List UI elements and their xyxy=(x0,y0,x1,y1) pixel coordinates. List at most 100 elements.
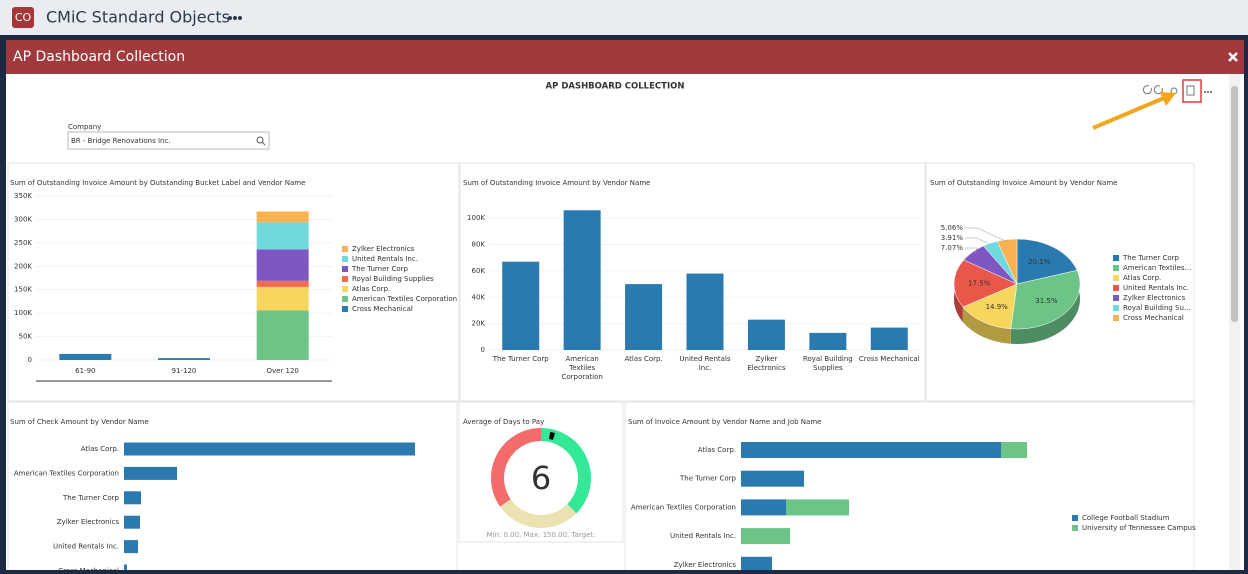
legend-swatch xyxy=(1113,295,1119,301)
bar-segment xyxy=(741,528,790,545)
bar-segment xyxy=(256,280,309,287)
modal-title: AP Dashboard Collection xyxy=(13,49,185,65)
x-tick-label: Over 120 xyxy=(266,367,298,375)
close-button[interactable] xyxy=(1228,52,1238,62)
slice-label: 3.91% xyxy=(941,234,964,242)
legend-swatch xyxy=(1113,265,1119,271)
bar-segment xyxy=(1001,442,1027,458)
chart-title: Sum of Invoice Amount by Vendor Name and… xyxy=(628,418,821,426)
y-tick-label: Cross Mechanical xyxy=(58,567,119,574)
y-tick-label: 20K xyxy=(472,320,486,328)
bar xyxy=(870,327,908,350)
bar-segment xyxy=(741,442,1001,458)
app-bar xyxy=(0,0,1248,35)
legend-swatch xyxy=(342,306,348,312)
pie-slice xyxy=(996,238,1018,285)
legend-label: United Rentals Inc. xyxy=(352,255,418,263)
bar xyxy=(625,284,663,350)
bar xyxy=(124,442,415,456)
bar-segment xyxy=(741,556,772,570)
y-tick-label: United Rentals Inc. xyxy=(53,543,119,551)
legend-label: The Turner Corp xyxy=(1122,254,1180,262)
legend-swatch xyxy=(342,266,348,272)
scroll-thumb[interactable] xyxy=(1231,86,1238,322)
pie-slice xyxy=(1016,238,1078,285)
bar-segment xyxy=(741,470,804,487)
legend-swatch xyxy=(1072,515,1078,521)
slice-label: 5.06% xyxy=(941,224,964,232)
legend-swatch xyxy=(1113,275,1119,281)
gauge-footer: Min: 0.00, Max: 150.00, Target: xyxy=(486,531,595,539)
legend-label: Cross Mechanical xyxy=(352,305,413,313)
bar xyxy=(686,273,724,350)
legend-swatch xyxy=(342,256,348,262)
dashboard-title: AP DASHBOARD COLLECTION xyxy=(546,82,685,92)
chart-title: Sum of Outstanding Invoice Amount by Ven… xyxy=(930,179,1117,187)
bar-segment xyxy=(158,358,210,360)
legend-label: United Rentals Inc. xyxy=(1123,284,1189,292)
pie-side xyxy=(1010,270,1081,344)
y-tick-label: American Textiles Corporation xyxy=(14,469,119,477)
slice-label: 20.1% xyxy=(1028,258,1051,266)
x-tick-label-box: Atlas Corp. xyxy=(624,355,662,363)
search-icon[interactable] xyxy=(256,136,266,146)
y-tick-label: 0 xyxy=(28,356,32,364)
pointer-arrow xyxy=(1092,92,1176,130)
legend-swatch xyxy=(1113,255,1119,261)
legend-swatch xyxy=(1072,525,1078,531)
gauge-value: 6 xyxy=(531,459,551,497)
filter-input[interactable] xyxy=(67,131,270,150)
x-tick-label-box: American Textiles Corporation xyxy=(561,355,602,381)
bar-segment xyxy=(256,249,309,281)
y-tick-label: Atlas Corp. xyxy=(698,446,736,454)
slice-label: 7.07% xyxy=(941,244,964,252)
leader-line xyxy=(965,237,992,246)
legend-label: Zylker Electronics xyxy=(352,245,415,253)
x-tick-label-box: United Rentals Inc. xyxy=(679,355,730,372)
dashboard: AP DASHBOARD COLLECTION Company BR - Bri… xyxy=(7,79,1213,574)
app-badge-text: CO xyxy=(15,11,32,24)
legend-swatch xyxy=(1113,305,1119,311)
pie-slice xyxy=(953,259,1018,308)
x-tick-label: 61-90 xyxy=(75,367,95,375)
bar xyxy=(563,210,601,350)
bar xyxy=(124,466,177,480)
x-tick-label: 91-120 xyxy=(172,367,197,375)
bar xyxy=(502,261,540,350)
y-tick-label: 100K xyxy=(467,214,485,222)
y-tick-label: The Turner Corp xyxy=(679,475,737,483)
legend-swatch xyxy=(342,246,348,252)
legend-swatch xyxy=(342,276,348,282)
x-tick-label: Zylker Electronics xyxy=(747,355,786,372)
y-tick-label: 100K xyxy=(14,309,32,317)
app-badge[interactable] xyxy=(12,7,34,28)
y-tick-label: Atlas Corp. xyxy=(81,445,119,453)
modal-header xyxy=(6,40,1244,74)
legend-swatch xyxy=(1113,315,1119,321)
legend-label: Zylker Electronics xyxy=(1123,294,1186,302)
slice-label: 31.5% xyxy=(1035,297,1058,305)
bar-segment xyxy=(256,222,309,250)
y-tick-label: The Turner Corp xyxy=(62,494,120,502)
gauge-band xyxy=(540,428,591,514)
pie-side xyxy=(962,306,1011,344)
y-tick-label: 50K xyxy=(19,333,33,341)
x-tick-label-box: Zylker Electronics xyxy=(747,355,786,372)
bar xyxy=(124,491,141,505)
bar-segment xyxy=(256,310,309,360)
y-tick-label: 0 xyxy=(481,346,485,354)
more-menu[interactable] xyxy=(228,16,242,20)
y-tick-label: 350K xyxy=(14,192,32,200)
y-tick-label: 200K xyxy=(14,262,32,270)
y-tick-label: 300K xyxy=(14,215,32,223)
legend-swatch xyxy=(1113,285,1119,291)
bar xyxy=(747,319,785,350)
x-tick-label: Cross Mechanical xyxy=(858,355,920,363)
filter-value: BR - Bridge Renovations Inc. xyxy=(71,137,171,145)
bar-segment xyxy=(786,499,849,516)
x-tick-label-box: Royal Building Supplies xyxy=(803,355,853,372)
leader-line xyxy=(965,247,978,254)
y-tick-label: United Rentals Inc. xyxy=(670,532,736,540)
slice-label: 14.9% xyxy=(986,303,1009,311)
